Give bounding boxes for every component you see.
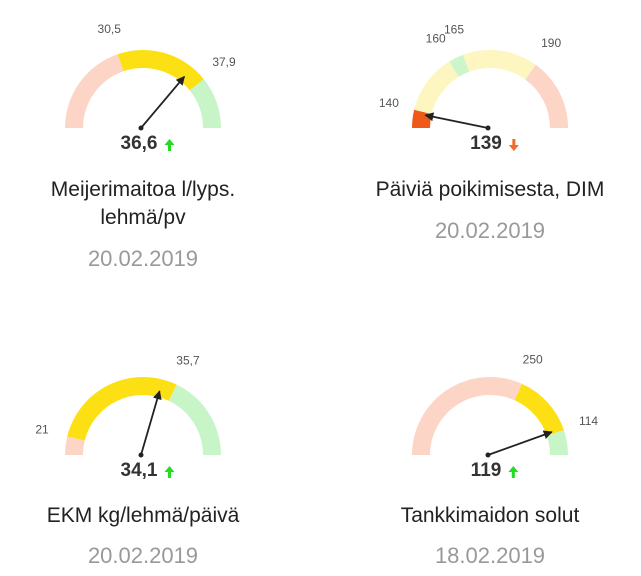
needle-pivot [138,452,144,458]
gauge-date: 18.02.2019 [434,543,546,568]
threshold-label: 160 [426,31,446,45]
gauge-segment [65,54,124,128]
gauge-segment [449,54,470,77]
trend-arrow [164,139,175,151]
needle [140,75,186,129]
threshold-label: 114 [579,414,598,428]
needle [487,430,553,456]
gauge-date: 20.02.2019 [87,543,199,568]
threshold-label: 37,9 [212,55,236,69]
gauge-date: 20.02.2019 [87,246,199,271]
gauge-segment [414,61,459,114]
threshold-label: 190 [541,36,561,50]
threshold-label: 140 [379,96,399,110]
threshold-label: 35,7 [176,353,200,367]
trend-arrow [164,466,175,478]
gauge-date: 20.02.2019 [434,218,546,243]
gauge-segment [514,383,564,436]
gauge-segment [117,50,204,91]
trend-arrow [508,466,519,478]
threshold-label: 165 [444,23,464,37]
gauge-segment [67,376,177,441]
gauge-segment [65,436,85,455]
gauge-segment [168,384,221,455]
threshold-label: 21 [35,422,49,436]
trend-arrow [508,139,519,151]
gauge-segment [525,64,568,128]
gauge-segment [463,50,536,80]
value-label: 139 [470,133,502,154]
gauge-title: Meijerimaitoa l/lyps. lehmä/pv [50,178,236,229]
needle-pivot [138,125,144,131]
gauge-title: Tankkimaidon solut [400,504,580,527]
needle [424,112,489,129]
value-label: 119 [471,460,502,481]
gauge-title: Päiviä poikimisesta, DIM [375,178,605,201]
needle-pivot [485,125,491,131]
gauge-segment [189,79,221,128]
needle-pivot [485,452,491,458]
threshold-label: 30,5 [98,22,122,36]
threshold-label: 250 [523,352,543,366]
needle [140,390,162,456]
value-label: 34,1 [121,460,158,481]
gauge-title: EKM kg/lehmä/päivä [46,504,240,527]
gauge-segment [412,377,523,455]
value-label: 36,6 [121,133,158,154]
